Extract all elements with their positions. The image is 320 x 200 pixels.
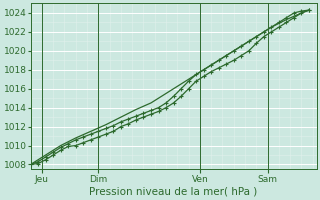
X-axis label: Pression niveau de la mer( hPa ): Pression niveau de la mer( hPa ): [90, 187, 258, 197]
